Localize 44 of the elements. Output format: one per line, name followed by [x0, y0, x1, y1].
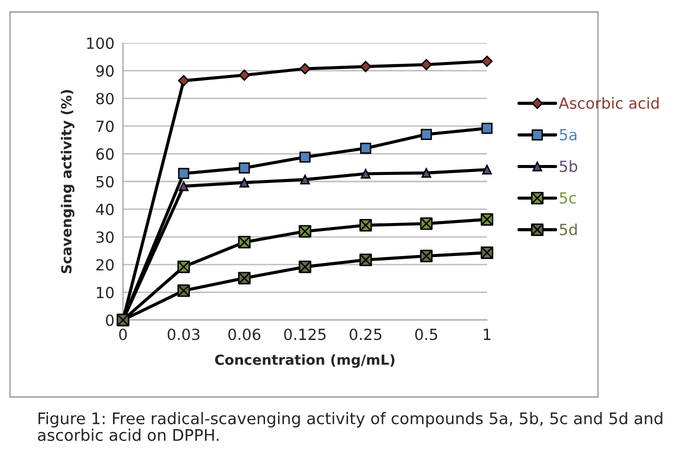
- legend-label: 5a: [560, 129, 576, 140]
- point: [360, 60, 372, 72]
- y-tick-label: 60: [96, 148, 114, 160]
- point: [481, 122, 493, 134]
- x-tick-label: 0.5: [415, 328, 438, 340]
- y-tick-label: 40: [96, 204, 114, 216]
- y-tick-label: 30: [96, 231, 114, 243]
- point: [360, 168, 371, 179]
- point: [178, 75, 190, 86]
- point: [178, 181, 189, 192]
- y-tick-label: 100: [87, 37, 114, 50]
- y-tick-label: 90: [96, 65, 114, 77]
- y-tick-label: 70: [96, 120, 114, 132]
- legend-label: 5c: [560, 192, 576, 204]
- y-axis-title: Scavenging activity (%): [60, 90, 74, 274]
- legend-label: 5d: [560, 223, 577, 236]
- y-tick-label: 50: [96, 176, 114, 188]
- legend-label: Ascorbic acid: [558, 97, 659, 109]
- point: [238, 70, 250, 81]
- x-axis-title: Concentration (mg/mL): [215, 354, 394, 368]
- legend-label: 5b: [560, 160, 578, 172]
- caption: Figure 1: Free radical-scavenging activity of compounds 5a, 5b, 5c and 5d and ascorbic acid on DPPH.: [38, 412, 662, 442]
- x-tick-label: 0.125: [284, 328, 326, 340]
- x-tick-label: 0.03: [168, 328, 200, 340]
- point: [300, 174, 310, 184]
- point: [238, 162, 250, 174]
- x-tick-label: 0: [119, 328, 127, 340]
- y-tick-label: 10: [96, 286, 114, 298]
- x-tick-label: 0.06: [228, 328, 260, 340]
- point: [360, 142, 372, 154]
- point: [178, 168, 190, 180]
- point: [481, 56, 493, 67]
- point: [299, 63, 311, 74]
- y-tick-label: 80: [96, 92, 114, 104]
- point: [421, 168, 432, 178]
- x-tick-label: 0.25: [350, 328, 382, 340]
- point: [420, 128, 432, 140]
- y-tick-label: 0: [106, 314, 114, 326]
- x-tick-label: 1: [484, 328, 490, 340]
- point: [299, 152, 311, 163]
- point: [239, 178, 250, 188]
- point: [420, 59, 432, 70]
- y-tick-label: 20: [96, 259, 114, 271]
- point: [482, 164, 492, 174]
